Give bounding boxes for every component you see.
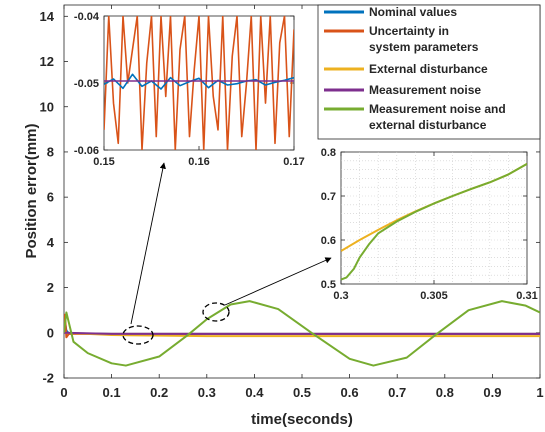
main-y-tick-label: -2: [42, 371, 54, 386]
legend-items: Nominal values Uncertainty in system param…: [324, 5, 506, 132]
main-x-tick-label: 0.1: [103, 385, 121, 400]
zoom-region-ellipse-1: [122, 325, 154, 345]
legend: Nominal values Uncertainty in system param…: [317, 4, 541, 140]
inset-left-y-tick-label: -0.04: [74, 11, 100, 23]
inset-left: 0.15 0.16 0.17 -0.04 -0.05 -0.06: [74, 11, 305, 168]
main-series-line-3: [64, 331, 540, 338]
legend-label-line: system parameters: [369, 40, 479, 54]
inset-left-y-tick-label: -0.06: [74, 145, 99, 157]
inset-right-series: [341, 163, 527, 281]
legend-label-1: Nominal values: [369, 5, 457, 19]
main-series-line-4: [64, 331, 540, 335]
zoom-arrow-1: [130, 162, 166, 325]
inset-right: 0.3 0.305 0.31 0.8 0.7 0.6 0.5: [321, 147, 538, 302]
legend-label-2: Uncertainty in system parameters: [369, 24, 479, 54]
inset-right-ticks: 0.3 0.305 0.31 0.8 0.7 0.6 0.5: [321, 147, 538, 302]
legend-box: [317, 4, 541, 140]
inset-left-ticks: 0.15 0.16 0.17 -0.04 -0.05 -0.06: [74, 11, 305, 168]
inset-right-x-tick-label: 0.31: [516, 290, 537, 302]
inset-left-series: [104, 16, 294, 150]
inset-right-x-tick-label: 0.3: [333, 290, 348, 302]
y-axis-label: Position error(mm): [23, 123, 40, 258]
main-series-line-5: [64, 300, 540, 367]
main-y-tick-label: 6: [47, 190, 54, 205]
main-x-tick-label: 0.5: [293, 385, 311, 400]
main-x-tick-label: 0.7: [388, 385, 406, 400]
zoom-arrow-2: [224, 257, 332, 306]
main-y-tick-label: 14: [40, 9, 55, 24]
main-y-tick-label: 10: [40, 99, 54, 114]
inset-left-x-tick-label: 0.16: [188, 156, 209, 168]
main-x-tick-label: 0.2: [150, 385, 168, 400]
main-y-tick-label: 8: [47, 144, 54, 159]
legend-label-3: External disturbance: [369, 62, 488, 76]
legend-label-line: Uncertainty in: [369, 24, 449, 38]
zoom-annotations: [122, 162, 332, 345]
inset-left-x-tick-label: 0.15: [93, 156, 114, 168]
inset-right-y-tick-label: 0.5: [321, 279, 336, 291]
inset-right-series-line-2: [341, 163, 527, 281]
zoom-region-ellipse-2: [202, 302, 230, 322]
inset-right-y-tick-label: 0.6: [321, 235, 336, 247]
legend-label-line: Measurement noise and: [369, 102, 506, 116]
inset-right-grid: [341, 152, 527, 284]
inset-left-series-line-2: [104, 73, 294, 90]
inset-left-y-tick-label: -0.05: [74, 78, 99, 90]
main-x-tick-label: 1: [536, 385, 543, 400]
main-y-tick-label: 2: [47, 280, 54, 295]
main-x-tick-label: 0: [60, 385, 67, 400]
inset-left-x-tick-label: 0.17: [283, 156, 304, 168]
inset-right-x-tick-label: 0.305: [420, 290, 448, 302]
main-y-tick-label: 0: [47, 325, 54, 340]
main-x-tick-label: 0.4: [245, 385, 264, 400]
main-x-tick-label: 0.9: [483, 385, 501, 400]
inset-right-y-tick-label: 0.7: [321, 191, 336, 203]
main-x-tick-label: 0.8: [436, 385, 454, 400]
x-axis-label: time(seconds): [251, 411, 353, 428]
main-y-tick-label: 4: [47, 235, 55, 250]
main-y-tick-label: 12: [40, 54, 54, 69]
main-ticks: 0 0.1 0.2 0.3 0.4 0.5 0.6 0.7 0.8 0.9 1 -2 0 2 4 6 8 10 12…: [40, 5, 544, 400]
inset-left-series-line-1: [104, 16, 294, 150]
main-x-tick-label: 0.6: [341, 385, 359, 400]
legend-label-5: Measurement noise and external disturbanc…: [369, 102, 506, 132]
main-x-tick-label: 0.3: [198, 385, 216, 400]
legend-label-4: Measurement noise: [369, 83, 481, 97]
main-series: [64, 300, 540, 367]
inset-right-y-tick-label: 0.8: [321, 147, 336, 159]
legend-label-line: external disturbance: [369, 118, 487, 132]
